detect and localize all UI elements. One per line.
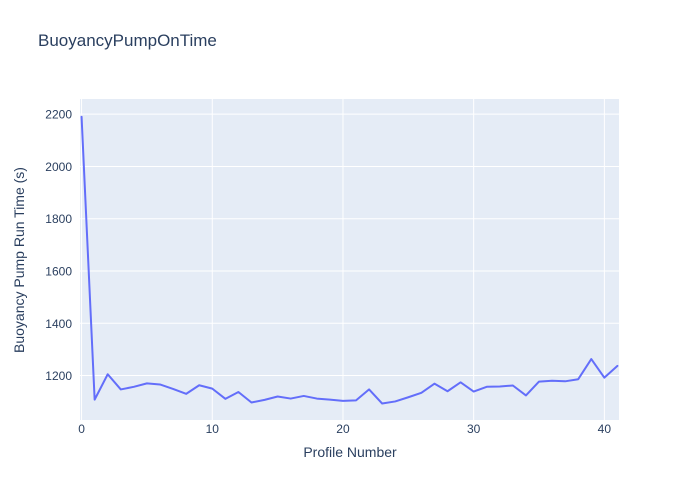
x-axis-title: Profile Number [303,444,397,460]
y-tick-label: 1600 [45,265,72,279]
x-tick-label: 0 [78,422,85,436]
y-tick-label: 1200 [45,369,72,383]
x-tick-label: 40 [598,422,612,436]
data-line [80,115,619,405]
x-tick-label: 10 [206,422,220,436]
y-tick-label: 1400 [45,317,72,331]
plot-background [80,99,619,420]
y-tick-label: 2200 [45,108,72,122]
x-tick-label: 30 [467,422,481,436]
y-axis-title: Buoyancy Pump Run Time (s) [11,167,27,353]
y-tick-label: 1800 [45,212,72,226]
chart-title: BuoyancyPumpOnTime [38,31,217,50]
x-tick-label: 20 [336,422,350,436]
y-tick-label: 2000 [45,160,72,174]
